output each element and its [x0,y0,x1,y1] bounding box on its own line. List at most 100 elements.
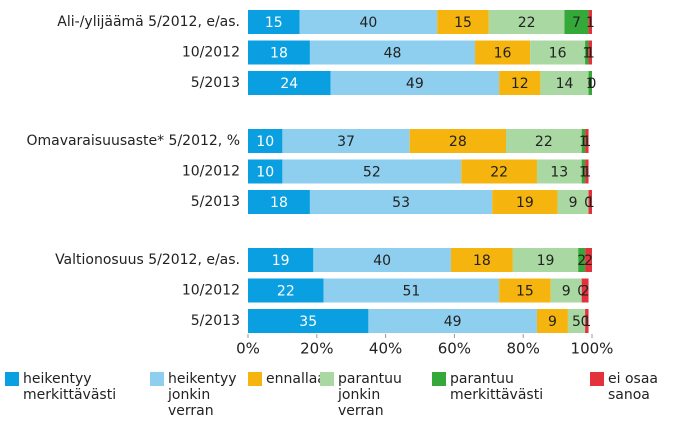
bar-segment [248,10,300,34]
data-label: 18 [270,195,288,211]
bar-segment [585,129,589,153]
data-label: 22 [277,284,295,300]
category-label: 5/2013 [191,75,240,91]
legend-swatch [248,372,262,386]
legend-swatch [432,372,446,386]
bar-segment [506,129,582,153]
bar-segment [313,248,451,272]
data-label: 2 [584,253,593,269]
legend-label: parantuu merkittävästi [450,371,544,403]
bar-segment [581,159,586,184]
x-tick-label: 100% [571,340,614,358]
bar-segment [248,248,314,272]
x-tick-label: 40% [369,340,402,358]
category-label: 5/2013 [191,194,240,210]
bar-segment [581,278,589,303]
data-label: 9 [562,284,571,300]
data-label: 15 [516,284,534,300]
data-label: 1 [582,134,591,150]
bar-segment [588,190,592,214]
bar-segment [282,129,410,153]
category-label: 10/2012 [182,164,240,180]
bar-segment [540,71,589,95]
data-label: 18 [473,253,491,269]
data-label: 1 [582,314,591,330]
legend-label: heikentyy merkittävästi [23,371,117,403]
data-label: 19 [272,253,290,269]
data-label: 1 [582,165,591,181]
legend-label: heikentyy jonkin verran [168,371,237,419]
bar-segment [299,10,438,34]
bar-segment [578,248,586,272]
data-label: 22 [535,134,553,150]
bar-segment [368,309,537,333]
bar-segment [248,159,283,184]
data-label: 48 [384,46,402,62]
bar-segment [499,71,541,95]
bar-segment [248,129,283,153]
data-label: 49 [444,314,462,330]
bar-segment [248,278,324,303]
bar-segment [282,159,462,184]
data-label: 35 [299,314,317,330]
data-label: 9 [548,314,557,330]
bar-segment [409,129,506,153]
bar-segment [585,159,589,184]
data-label: 15 [454,15,472,31]
bar-segment [248,71,331,95]
legend-label: ei osaa sanoa [608,371,658,403]
category-label: 10/2012 [182,45,240,61]
data-label: 40 [359,15,377,31]
legend-swatch [5,372,19,386]
data-label: 22 [518,15,536,31]
bar-segment [530,40,586,65]
data-label: 51 [402,284,420,300]
category-label: Ali-/ylijäämä 5/2012, e/as. [57,14,240,30]
data-label: 2 [581,284,590,300]
bar-segment [248,190,310,214]
data-label: 37 [337,134,355,150]
bar-segment [488,10,565,34]
category-label: 5/2013 [191,313,240,329]
bar-segment [585,248,592,272]
x-tick-label: 80% [507,340,540,358]
bar-segment [567,309,586,333]
bar-segment [581,129,586,153]
data-label: 5 [572,314,581,330]
data-label: 28 [449,134,467,150]
legend-item: heikentyy merkittävästi [5,371,123,403]
data-label: 13 [550,165,568,181]
data-label: 52 [363,165,381,181]
legend-label: ennallaan [266,371,335,387]
data-label: 18 [270,46,288,62]
legend-item: ei osaa sanoa [590,371,680,403]
bar-segment [557,190,589,214]
data-label: 1 [582,46,591,62]
data-label: 10 [256,165,274,181]
data-label: 19 [537,253,555,269]
bar-segment [588,10,592,34]
bar-segment [512,248,579,272]
data-label: 40 [373,253,391,269]
data-label: 24 [280,76,298,92]
bar-segment [323,278,500,303]
legend-label: parantuu jonkin verran [338,371,402,419]
bar-segment [588,71,592,95]
bar-segment [550,278,582,303]
data-label: 1 [586,15,595,31]
bar-segment [309,190,493,214]
x-tick-label: 20% [300,340,333,358]
data-label: 12 [511,76,529,92]
data-label: 1 [586,195,595,211]
bar-segment [248,40,310,65]
data-label: 0 [588,76,597,92]
data-label: 49 [406,76,424,92]
data-label: 16 [549,46,567,62]
bar-segment [437,10,489,34]
bar-segment [536,309,568,333]
data-label: 1 [586,76,595,92]
legend-item: heikentyy jonkin verran [150,371,243,419]
data-label: 16 [494,46,512,62]
